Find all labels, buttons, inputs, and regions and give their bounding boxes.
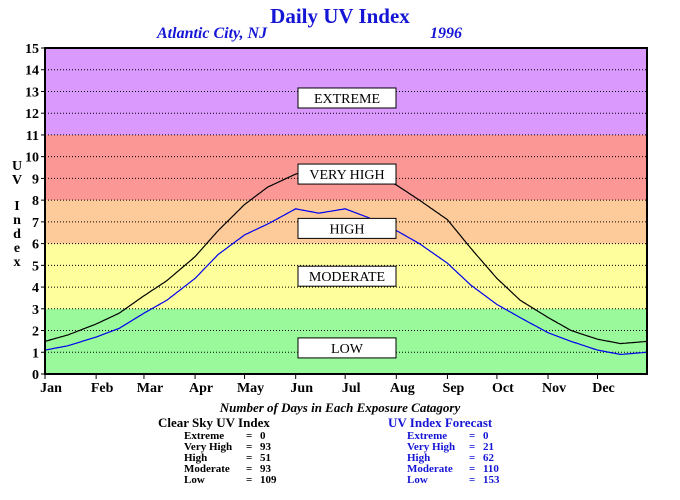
x-tick-label: Sep <box>443 381 465 396</box>
x-tick-label: May <box>237 381 264 396</box>
y-tick-label: 8 <box>32 194 39 209</box>
chart-title: Daily UV Index <box>270 4 410 28</box>
stats-row: Very High = 21 <box>407 441 494 453</box>
stats-row: Extreme = 0 <box>407 430 489 442</box>
footer-title: Number of Days in Each Exposure Catagory <box>219 400 461 415</box>
x-tick-label: Dec <box>592 381 615 396</box>
stats-row: Very High = 93 <box>184 441 271 453</box>
forecast-stats-title: UV Index Forecast <box>388 415 493 430</box>
band-label-box <box>297 337 397 359</box>
y-tick-label: 14 <box>25 64 39 79</box>
y-tick-label: 4 <box>32 281 39 296</box>
chart-subtitle-location: Atlantic City, NJ <box>157 25 268 42</box>
band-label: VERY HIGH <box>309 168 384 183</box>
y-tick-label: 12 <box>25 107 39 122</box>
y-tick-label: 9 <box>32 172 39 187</box>
band-label-box <box>297 87 397 109</box>
x-tick-label: Apr <box>189 381 213 396</box>
y-tick-label: 5 <box>32 259 39 274</box>
stats-row: High = 62 <box>407 452 494 464</box>
band-label-box <box>297 265 397 287</box>
y-tick-label: 7 <box>32 216 39 231</box>
x-tick-label: Jul <box>342 381 361 396</box>
band-label: EXTREME <box>314 92 380 107</box>
band-label-box <box>297 217 397 239</box>
series-forecast <box>44 208 648 356</box>
stats-row: Moderate = 110 <box>407 463 499 475</box>
band-label-box <box>297 163 397 185</box>
x-tick-label: Oct <box>492 381 514 396</box>
plot-frame <box>44 47 648 375</box>
x-tick-label: Aug <box>390 381 415 396</box>
clear-sky-stats: Clear Sky UV Index Extreme = 0 Very High = 9… <box>158 415 277 486</box>
stats-row: Moderate = 93 <box>184 463 271 475</box>
y-axis-label: U V I n d e x <box>11 159 23 270</box>
x-tick-label: Jan <box>40 381 62 396</box>
band-label: MODERATE <box>309 270 385 285</box>
clear-sky-stats-title: Clear Sky UV Index <box>158 415 270 430</box>
clear-sky-stats-table: Extreme = 0 Very High = 93 High = 51 Moderate =… <box>184 431 277 486</box>
forecast-stats: UV Index Forecast Extreme = 0 Very High = 21… <box>388 415 500 486</box>
y-tick-label: 13 <box>25 85 39 100</box>
x-tick-label: Feb <box>91 381 114 396</box>
forecast-stats-table: Extreme = 0 Very High = 21 High = 62 Moderate =… <box>407 431 500 486</box>
stats-row: High = 51 <box>184 452 271 464</box>
x-tick-label: Nov <box>542 381 566 396</box>
y-tick-label: 0 <box>32 368 39 383</box>
x-tick-label: Jun <box>290 381 313 396</box>
chart-subtitle-year: 1996 <box>430 25 462 42</box>
stats-row: Extreme = 0 <box>184 430 266 442</box>
band-label: LOW <box>331 342 364 357</box>
stats-row: Low = 153 <box>407 474 500 486</box>
y-tick-label: 2 <box>32 325 39 340</box>
band-label: HIGH <box>330 222 365 237</box>
y-tick-label: 11 <box>26 129 39 144</box>
y-tick-label: 15 <box>25 42 39 57</box>
y-tick-label: 10 <box>25 151 39 166</box>
y-tick-label: 1 <box>32 346 39 361</box>
stats-row: Low = 109 <box>184 474 277 486</box>
y-tick-label: 6 <box>32 238 39 253</box>
y-tick-label: 3 <box>32 303 39 318</box>
x-tick-label: Mar <box>137 381 163 396</box>
